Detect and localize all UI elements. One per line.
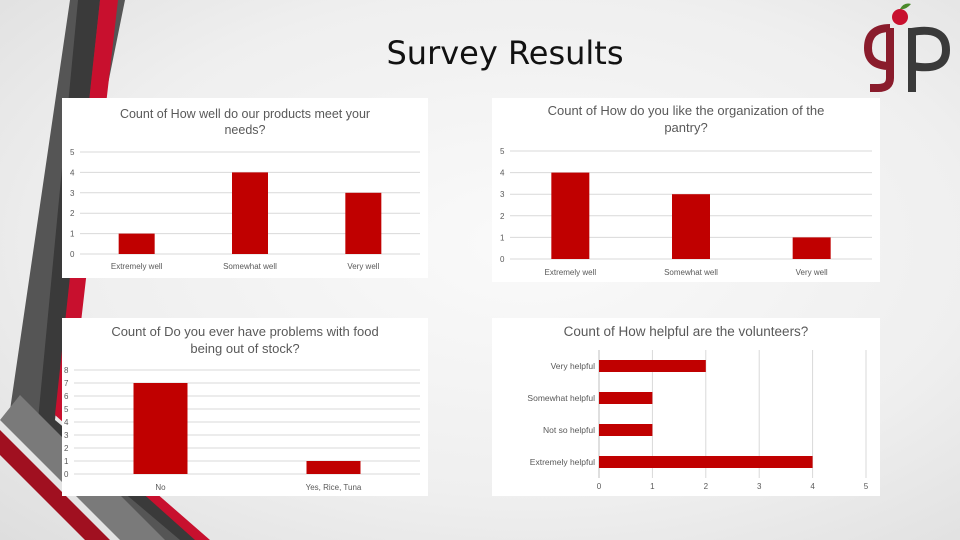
bar	[133, 383, 188, 474]
x-tick-label: Somewhat well	[223, 262, 277, 271]
y-tick-label: 1	[70, 230, 75, 239]
y-tick-label: 3	[500, 190, 505, 199]
bar	[599, 360, 706, 372]
chart-panel-products: Count of How well do our products meet y…	[62, 98, 428, 278]
bar	[672, 194, 710, 259]
bar	[599, 392, 653, 404]
bar	[551, 172, 590, 259]
chart-panel-organization: Count of How do you like the organizatio…	[492, 98, 880, 282]
y-tick-label: 5	[64, 405, 69, 414]
y-tick-label: 5	[70, 148, 75, 157]
chart-title: Count of How do you like the organizatio…	[492, 103, 880, 137]
y-tick-label: 0	[500, 255, 505, 264]
chart-title: Count of How helpful are the volunteers?	[492, 323, 880, 341]
chart-title-line: pantry?	[664, 119, 708, 135]
chart-title: Count of Do you ever have problems with …	[62, 324, 428, 358]
x-tick-label: 2	[704, 482, 709, 491]
x-tick-label: Somewhat well	[664, 268, 718, 277]
chart-title-line: Count of How helpful are the volunteers?	[563, 324, 809, 339]
chart-title: Count of How well do our products meet y…	[62, 106, 428, 139]
bar	[345, 192, 382, 254]
bar-chart-organization: 0 1 2 3 4 5 Extremely well Somewhat well Very we…	[500, 147, 872, 277]
chart-title-line: needs?	[224, 123, 266, 138]
leaf-icon	[900, 3, 911, 10]
y-tick-label: 2	[500, 212, 505, 221]
y-tick-label: Not so helpful	[543, 425, 595, 435]
x-tick-label: 0	[597, 482, 602, 491]
x-tick-label: Extremely well	[111, 262, 163, 271]
y-tick-label: 4	[70, 168, 75, 177]
y-tick-label: 4	[64, 418, 69, 427]
y-tick-label: 4	[500, 169, 505, 178]
stripe-dark	[10, 0, 190, 540]
bar	[792, 237, 831, 259]
x-tick-label: Extremely well	[545, 268, 597, 277]
bar	[306, 461, 361, 474]
x-tick-label: Very well	[347, 262, 379, 271]
bar-chart-products: 0 1 2 3 4 5 Extremely well Somewhat well Very we…	[70, 148, 420, 271]
x-tick-label: 1	[650, 482, 655, 491]
y-tick-label: 1	[500, 233, 505, 242]
gp-logo: gp	[863, 3, 951, 92]
y-tick-label: Extremely helpful	[530, 457, 595, 467]
y-tick-label: 1	[64, 457, 69, 466]
bar	[599, 424, 653, 436]
bar-chart-stock: 0 1 2 3 4 5 6 7 8 No Yes, Rice, Tuna	[64, 366, 420, 492]
y-tick-label: 5	[500, 147, 505, 156]
y-tick-label: 0	[64, 470, 69, 479]
y-tick-label: 6	[64, 392, 69, 401]
bar	[599, 456, 813, 468]
chart-title-line: Count of Do you ever have problems with …	[111, 324, 379, 339]
chart-panel-volunteers: Count of How helpful are the volunteers?…	[492, 318, 880, 496]
chart-title-line: Count of How well do our products meet y…	[119, 107, 371, 121]
chart-title-line: being out of stock?	[190, 340, 300, 356]
bar	[118, 233, 155, 254]
apple-icon	[892, 9, 908, 25]
y-tick-label: Very helpful	[551, 361, 596, 371]
x-tick-label: Yes, Rice, Tuna	[306, 483, 362, 492]
y-tick-label: 8	[64, 366, 69, 375]
y-tick-label: 2	[64, 444, 69, 453]
x-tick-label: No	[155, 483, 166, 492]
hbar-chart-volunteers: 0 1 2 3 4 5 Very helpful Somewhat helpful Not so…	[527, 350, 869, 491]
logo-g-shape	[863, 24, 894, 92]
y-tick-label: 7	[64, 379, 69, 388]
slide-title: Survey Results	[386, 34, 624, 72]
y-tick-label: 3	[64, 431, 69, 440]
y-tick-label: 0	[70, 250, 75, 259]
stripe-red-lower	[0, 430, 110, 540]
y-tick-label: 2	[70, 209, 75, 218]
chart-title-line: Count of How do you like the organizatio…	[547, 103, 825, 118]
logo-p-shape	[908, 26, 951, 92]
x-tick-label: 5	[864, 482, 869, 491]
chart-panel-stock: Count of Do you ever have problems with …	[62, 318, 428, 496]
x-tick-label: 3	[757, 482, 762, 491]
bar	[232, 172, 268, 254]
y-tick-label: Somewhat helpful	[527, 393, 595, 403]
y-tick-label: 3	[70, 189, 75, 198]
x-tick-label: Very well	[796, 268, 828, 277]
x-tick-label: 4	[810, 482, 815, 491]
